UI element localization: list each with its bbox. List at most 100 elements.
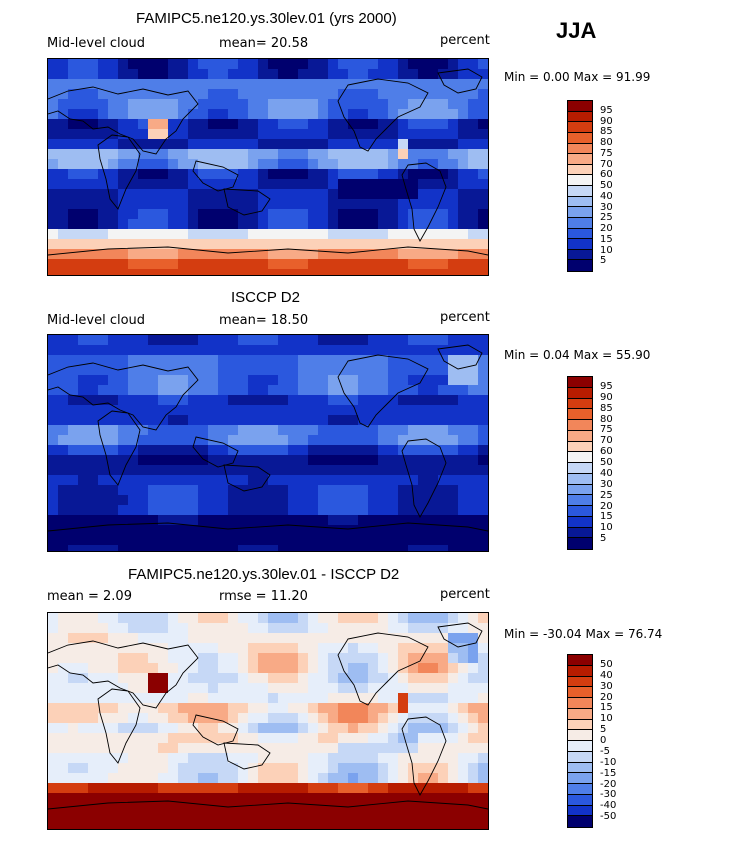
field-cell	[428, 365, 438, 375]
field-cell	[438, 823, 448, 829]
field-cell	[358, 189, 368, 199]
field-cell	[228, 149, 238, 159]
field-cell	[268, 109, 278, 119]
field-cell	[58, 189, 68, 199]
field-cell	[358, 703, 368, 713]
field-cell	[88, 355, 98, 365]
field-cell	[448, 189, 458, 199]
field-cell	[88, 643, 98, 653]
field-cell	[128, 723, 138, 733]
field-cell	[368, 773, 378, 783]
field-cell	[428, 355, 438, 365]
field-cell	[58, 693, 68, 703]
field-cell	[218, 535, 228, 545]
field-cell	[218, 345, 228, 355]
field-cell	[358, 515, 368, 525]
field-cell	[98, 269, 108, 275]
field-cell	[348, 129, 358, 139]
field-cell	[158, 425, 168, 435]
field-cell	[388, 259, 398, 269]
colorbar-label: -30	[600, 789, 617, 801]
field-cell	[398, 435, 408, 445]
field-cell	[148, 703, 158, 713]
field-cell	[368, 643, 378, 653]
field-cell	[108, 395, 118, 405]
field-cell	[408, 753, 418, 763]
field-cell	[178, 475, 188, 485]
field-cell	[448, 345, 458, 355]
field-cell	[158, 455, 168, 465]
field-cell	[148, 269, 158, 275]
field-cell	[268, 475, 278, 485]
field-cell	[408, 109, 418, 119]
field-cell	[328, 179, 338, 189]
field-cell	[408, 703, 418, 713]
field-cell	[178, 545, 188, 551]
field-cell	[318, 169, 328, 179]
coastline	[337, 354, 429, 428]
field-cell	[438, 673, 448, 683]
field-cell	[248, 119, 258, 129]
field-cell	[198, 505, 208, 515]
coastline	[48, 362, 199, 431]
field-cell	[178, 109, 188, 119]
field-cell	[348, 139, 358, 149]
field-cell	[468, 535, 478, 545]
field-cell	[388, 783, 398, 793]
field-cell	[478, 229, 488, 239]
field-cell	[328, 743, 338, 753]
field-cell	[178, 79, 188, 89]
field-cell	[258, 79, 268, 89]
field-cell	[318, 535, 328, 545]
field-cell	[458, 723, 468, 733]
field-cell	[168, 229, 178, 239]
field-cell	[188, 743, 198, 753]
field-cell	[278, 713, 288, 723]
field-cell	[208, 179, 218, 189]
field-cell	[238, 59, 248, 69]
field-cell	[118, 249, 128, 259]
field-cell	[198, 703, 208, 713]
field-cell	[408, 783, 418, 793]
field-cell	[298, 159, 308, 169]
field-cell	[468, 643, 478, 653]
field-cell	[458, 259, 468, 269]
field-cell	[68, 663, 78, 673]
field-cell	[178, 269, 188, 275]
field-cell	[368, 445, 378, 455]
field-cell	[308, 385, 318, 395]
field-cell	[158, 229, 168, 239]
field-cell	[208, 169, 218, 179]
field-cell	[368, 169, 378, 179]
field-cell	[298, 249, 308, 259]
field-cell	[438, 169, 448, 179]
field-cell	[228, 239, 238, 249]
field-cell	[358, 99, 368, 109]
field-cell	[148, 435, 158, 445]
field-cell	[458, 823, 468, 829]
field-cell	[208, 643, 218, 653]
field-cell	[328, 613, 338, 623]
field-cell	[418, 515, 428, 525]
field-cell	[308, 335, 318, 345]
field-cell	[198, 693, 208, 703]
field-cell	[138, 79, 148, 89]
field-cell	[318, 743, 328, 753]
field-cell	[148, 179, 158, 189]
field-cell	[118, 653, 128, 663]
field-cell	[248, 365, 258, 375]
field-cell	[348, 613, 358, 623]
field-cell	[388, 673, 398, 683]
field-cell	[78, 495, 88, 505]
coastline	[48, 246, 488, 256]
field-cell	[68, 753, 78, 763]
field-cell	[288, 425, 298, 435]
field-cell	[198, 823, 208, 829]
field-cell	[228, 525, 238, 535]
field-cell	[48, 505, 58, 515]
field-cell	[118, 545, 128, 551]
field-cell	[378, 793, 388, 803]
field-cell	[168, 793, 178, 803]
field-cell	[398, 199, 408, 209]
field-cell	[238, 385, 248, 395]
